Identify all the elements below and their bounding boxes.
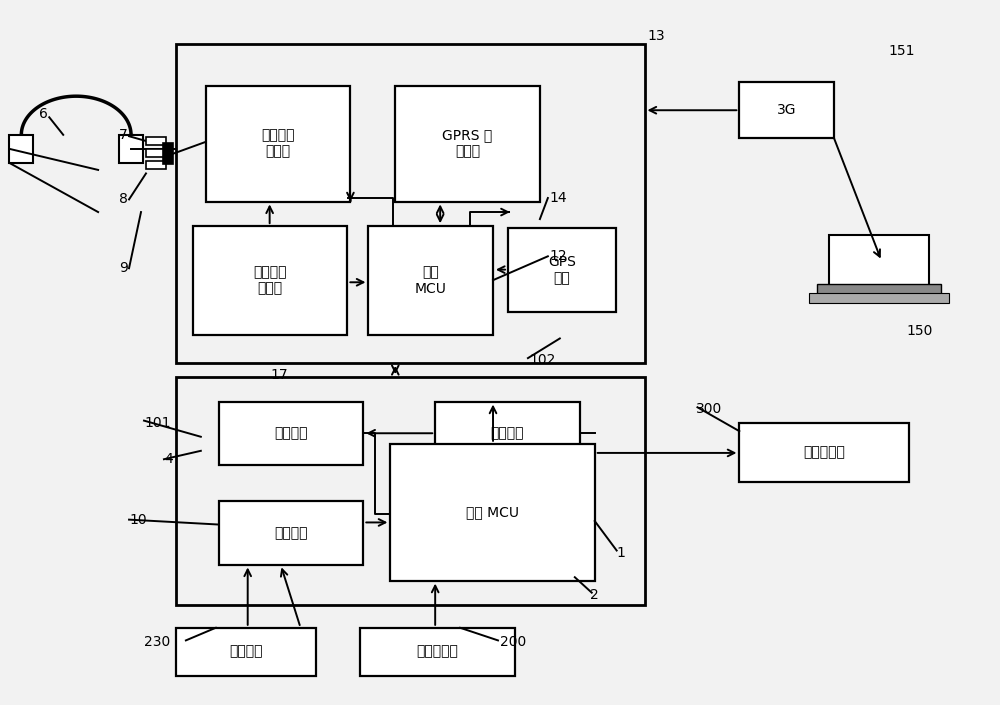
Text: 151: 151 — [889, 44, 915, 58]
Text: 语音信息
存储器: 语音信息 存储器 — [253, 265, 287, 295]
Bar — [163, 143, 173, 164]
Text: 200: 200 — [500, 634, 526, 649]
Text: 各种执行器: 各种执行器 — [803, 446, 845, 460]
Bar — [176, 44, 645, 363]
Bar — [360, 627, 515, 675]
Text: 14: 14 — [550, 191, 567, 205]
Bar — [508, 228, 616, 312]
Text: 语音信息
处理器: 语音信息 处理器 — [261, 128, 295, 159]
Bar — [219, 402, 363, 465]
Text: 6: 6 — [39, 106, 48, 121]
Text: GPS
模块: GPS 模块 — [548, 255, 576, 285]
Bar — [176, 627, 316, 675]
Bar — [829, 235, 929, 286]
Text: 10: 10 — [129, 513, 147, 527]
Text: 12: 12 — [550, 250, 567, 263]
Text: 控制 MCU: 控制 MCU — [466, 505, 519, 520]
Bar — [219, 501, 363, 565]
Text: 7: 7 — [119, 128, 128, 142]
Bar — [435, 402, 580, 465]
Text: 150: 150 — [907, 324, 933, 338]
Bar — [809, 293, 949, 303]
Bar — [146, 149, 166, 157]
Text: 300: 300 — [695, 402, 722, 416]
Bar — [119, 135, 143, 163]
Text: 8: 8 — [119, 192, 128, 207]
Bar — [193, 226, 347, 335]
Bar — [395, 85, 540, 202]
Text: 17: 17 — [271, 368, 288, 382]
Bar — [390, 443, 595, 581]
Text: 1: 1 — [617, 546, 626, 560]
Text: 2: 2 — [590, 588, 598, 602]
Text: 4: 4 — [164, 452, 173, 466]
Text: GPRS 网
络模块: GPRS 网 络模块 — [442, 128, 493, 159]
Text: 9: 9 — [119, 262, 128, 275]
Bar — [739, 423, 909, 482]
Bar — [146, 161, 166, 169]
Text: 230: 230 — [144, 634, 170, 649]
Bar — [739, 82, 834, 138]
Bar — [9, 135, 33, 163]
Text: 通讯
MCU: 通讯 MCU — [415, 265, 447, 295]
Text: 3G: 3G — [777, 103, 796, 117]
Bar — [176, 377, 645, 606]
Text: 输入电路: 输入电路 — [274, 526, 308, 540]
Bar — [368, 226, 493, 335]
Bar — [146, 137, 166, 145]
Bar — [206, 85, 350, 202]
Text: 输出电路: 输出电路 — [491, 427, 524, 440]
Text: 操控开关: 操控开关 — [229, 644, 262, 658]
Bar — [817, 283, 941, 296]
Text: 13: 13 — [648, 30, 665, 44]
Text: 各种传感器: 各种传感器 — [417, 644, 459, 658]
Text: 通讯电路: 通讯电路 — [274, 427, 308, 440]
Text: 102: 102 — [530, 352, 556, 367]
Text: 101: 101 — [144, 416, 170, 430]
